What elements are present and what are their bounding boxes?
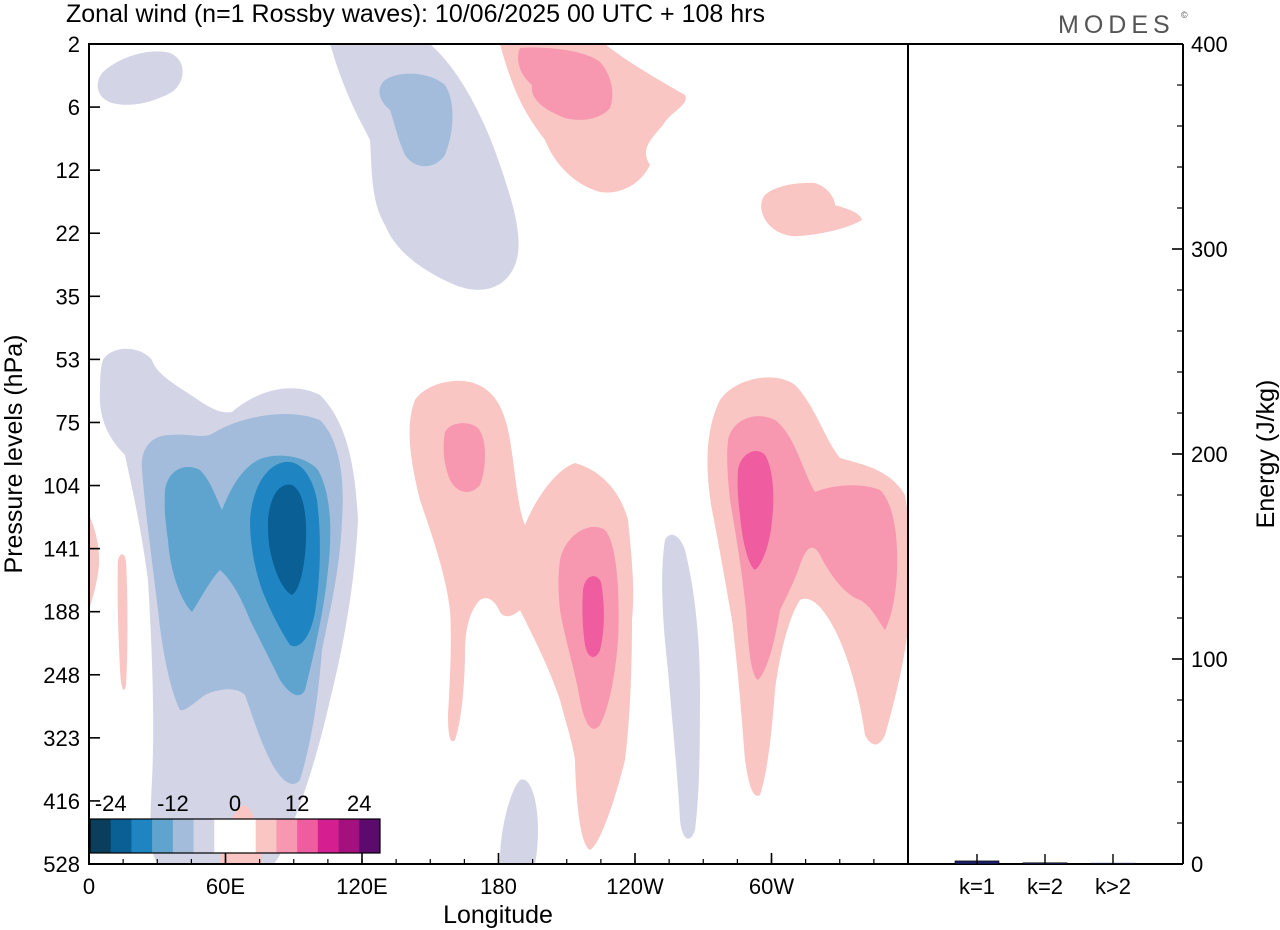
colorbar-swatch — [255, 819, 277, 853]
contour-pos-4-leftedge — [89, 515, 100, 610]
energy-tick-label: 400 — [1191, 32, 1228, 57]
x-tick-label: 60W — [749, 874, 794, 899]
contour-pos-8-west — [443, 423, 485, 492]
x-tick-label: 120E — [336, 874, 387, 899]
y-tick-label: 104 — [43, 474, 80, 499]
brand-logo: MODES — [1058, 11, 1175, 39]
colorbar-label: -12 — [157, 791, 189, 816]
y-tick-label: 12 — [56, 158, 80, 183]
y-tick-label: 22 — [56, 221, 80, 246]
y-tick-label: 188 — [43, 600, 80, 625]
energy-category-label: k=1 — [959, 874, 995, 899]
colorbar-swatch — [172, 819, 194, 853]
colorbar-swatch — [338, 819, 360, 853]
colorbar-swatch — [131, 819, 153, 853]
energy-bars: k=1 k=2 k>2 — [954, 854, 1136, 899]
energy-tick-label: 100 — [1191, 647, 1228, 672]
colorbar-label: 0 — [229, 791, 241, 816]
y-axis-label: Pressure levels (hPa) — [0, 335, 28, 574]
contour-pos-8-strat — [518, 47, 613, 120]
colorbar-label: -24 — [95, 791, 127, 816]
y-tick-label: 53 — [56, 347, 80, 372]
contour-neg-4-topleft — [97, 51, 183, 105]
y-tick-label: 528 — [43, 852, 80, 877]
energy-axes: 0 100 200 300 400 — [89, 32, 1228, 877]
x-tick-label: 120W — [606, 874, 664, 899]
y-tick-label: 6 — [68, 95, 80, 120]
x-tick-label: 0 — [83, 874, 95, 899]
contour-field — [89, 44, 908, 864]
colorbar-swatch — [214, 819, 236, 853]
energy-category-label: k=2 — [1027, 874, 1063, 899]
energy-tick-label: 0 — [1191, 852, 1203, 877]
contour-pos-4-main — [409, 380, 634, 850]
y-tick-label: 416 — [43, 789, 80, 814]
colorbar-swatch — [193, 819, 215, 853]
contour-pos-12-east — [737, 450, 774, 570]
contour-neg-8-strat — [379, 73, 453, 167]
energy-tick-label: 200 — [1191, 442, 1228, 467]
energy-tick-label: 300 — [1191, 237, 1228, 262]
y-tick-label: 141 — [43, 537, 80, 562]
colorbar-swatch — [317, 819, 339, 853]
colorbar: -24 -12 0 12 24 — [89, 791, 381, 854]
colorbar-swatch — [297, 819, 319, 853]
contour-pos-4-sliver — [117, 554, 128, 690]
colorbar-swatch — [359, 819, 381, 853]
colorbar-swatch — [90, 819, 112, 853]
contour-pos-12-central — [582, 576, 604, 657]
x-axis-label: Longitude — [443, 901, 553, 929]
y-tick-label: 248 — [43, 663, 80, 688]
colorbar-swatch — [110, 819, 132, 853]
energy-category-label: k>2 — [1095, 874, 1131, 899]
x-tick-label: 180 — [480, 874, 517, 899]
colorbar-label: 12 — [285, 791, 309, 816]
energy-axis-label: Energy (J/kg) — [1252, 380, 1280, 529]
x-tick-label: 60E — [206, 874, 245, 899]
y-tick-label: 75 — [56, 410, 80, 435]
colorbar-swatch — [276, 819, 298, 853]
colorbar-swatch — [235, 819, 257, 853]
colorbar-swatch — [152, 819, 174, 853]
y-tick-label: 35 — [56, 284, 80, 309]
contour-pos-4-strat-east — [761, 182, 862, 237]
y-tick-label: 323 — [43, 726, 80, 751]
brand-mark: © — [1181, 10, 1188, 20]
colorbar-label: 24 — [347, 791, 371, 816]
chart-title: Zonal wind (n=1 Rossby waves): 10/06/202… — [66, 0, 765, 28]
contour-neg-20-main — [268, 484, 307, 595]
contour-neg-4-strat — [330, 44, 519, 290]
contour-neg-4-central — [662, 534, 700, 839]
contour-neg-4-bottom — [500, 779, 538, 864]
y-tick-label: 2 — [68, 32, 80, 57]
